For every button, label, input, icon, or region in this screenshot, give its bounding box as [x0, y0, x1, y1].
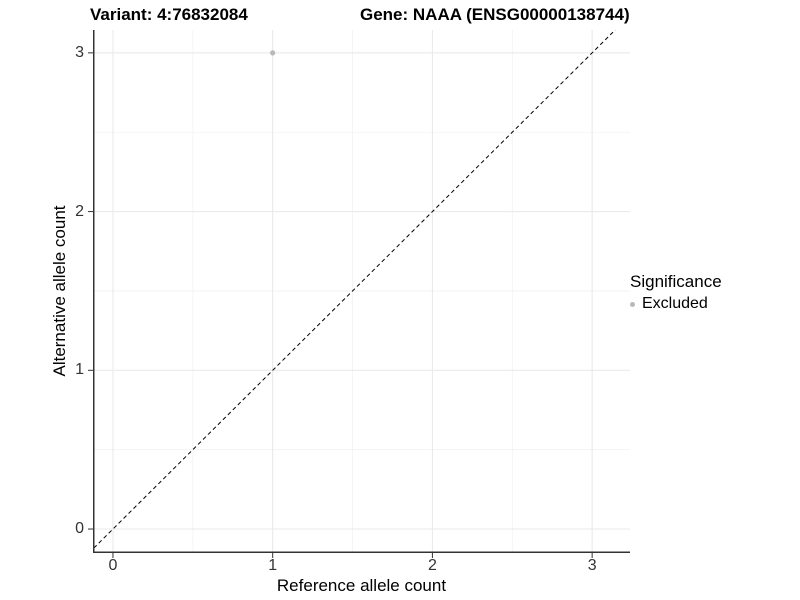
- y-axis-label: Alternative allele count: [50, 205, 69, 377]
- x-tick-label: 2: [427, 557, 437, 574]
- legend-entries: Excluded: [630, 295, 722, 313]
- y-tick-label: 0: [75, 520, 84, 538]
- x-tick-label: 1: [268, 557, 278, 574]
- y-tick-label: 3: [75, 43, 84, 61]
- plot-title-variant: Variant: 4:76832084: [90, 5, 248, 24]
- legend-key-dot-icon: [630, 301, 635, 307]
- y-tick-label: 2: [75, 202, 84, 220]
- identity-reference-line: [93, 30, 616, 550]
- y-tick-label: 1: [75, 361, 84, 379]
- data-point: [270, 50, 276, 56]
- x-axis-label: Reference allele count: [276, 576, 447, 595]
- plot-area-svg: [88, 30, 630, 558]
- legend-entry: Excluded: [630, 295, 722, 313]
- plot-panel: [88, 30, 630, 558]
- plot-title-gene: Gene: NAAA (ENSG00000138744): [360, 5, 630, 24]
- legend: Significance Excluded: [630, 272, 722, 313]
- x-tick-label: 3: [587, 557, 597, 574]
- legend-title: Significance: [630, 272, 722, 291]
- x-tick-label: 0: [108, 557, 118, 574]
- legend-entry-label: Excluded: [642, 295, 708, 312]
